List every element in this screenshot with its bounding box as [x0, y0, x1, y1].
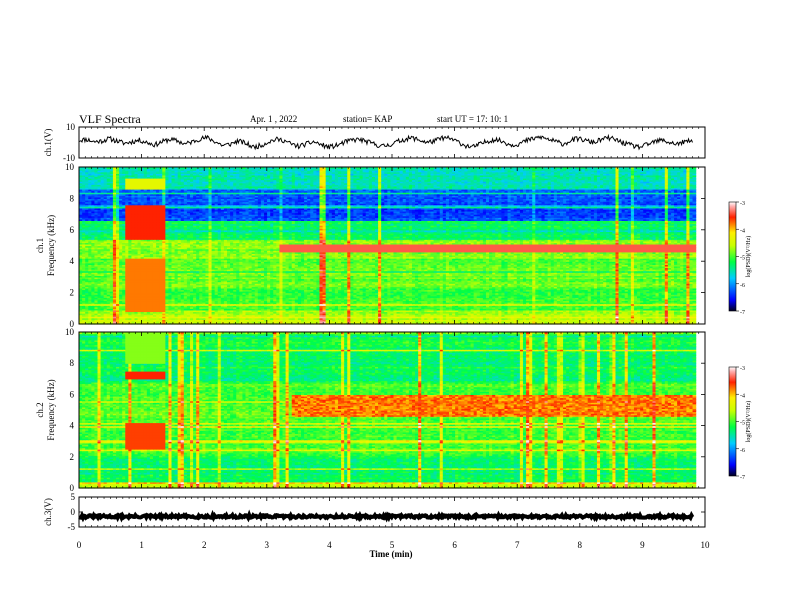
- vlf-figure: 10-10ch.1(V) 1086420ch.1 Frequency (kHz)-…: [0, 0, 792, 612]
- y-tick-label: 6: [70, 225, 75, 235]
- y-tick-label: 4: [70, 256, 75, 266]
- y-tick-label: 2: [70, 288, 75, 298]
- y-tick-label: 10: [66, 122, 76, 132]
- plot-area: [79, 127, 705, 158]
- y-tick-label: 8: [70, 193, 75, 203]
- y-axis-label: ch.1(V): [43, 129, 53, 157]
- y-tick-label: 10: [65, 162, 75, 172]
